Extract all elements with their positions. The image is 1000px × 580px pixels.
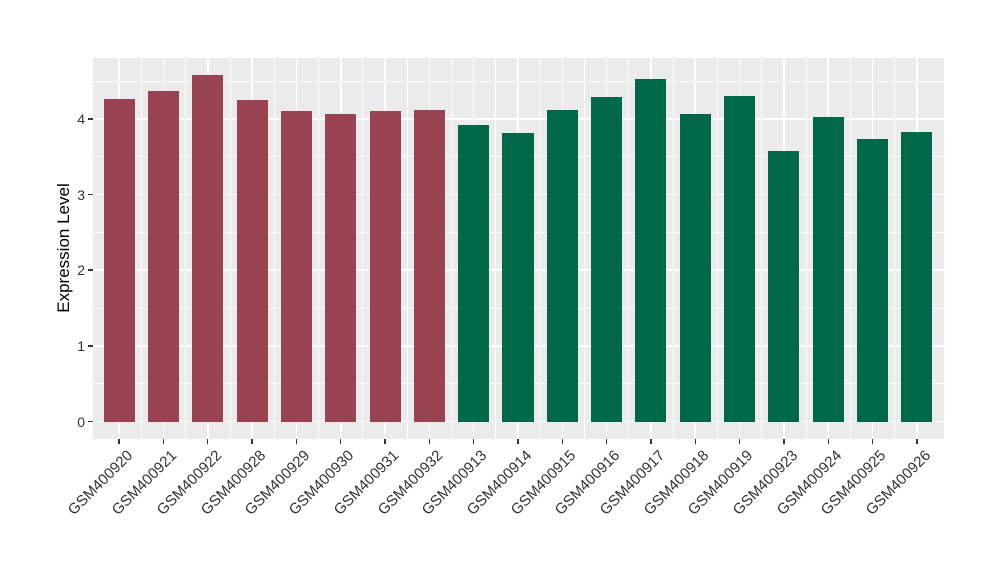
bar-GSM400914 (502, 133, 534, 422)
bar-GSM400913 (458, 124, 490, 422)
x-axis-tick (738, 439, 741, 444)
gridline-minor-x (495, 57, 497, 439)
bar-GSM400922 (192, 74, 224, 422)
x-axis-tick (206, 439, 209, 444)
gridline-minor-x (539, 57, 541, 439)
x-axis-tick (472, 439, 475, 444)
x-axis-tick (694, 439, 697, 444)
y-axis-tick (88, 420, 93, 423)
bar-GSM400920 (103, 99, 135, 422)
bar-GSM400921 (147, 90, 179, 422)
x-axis-tick (605, 439, 608, 444)
gridline-minor-x (850, 57, 851, 439)
gridline-minor-x (451, 57, 452, 439)
bar-GSM400918 (679, 113, 711, 422)
y-axis-tick-label: 3 (77, 186, 85, 203)
gridline-minor-x (406, 57, 408, 439)
x-axis-tick (384, 439, 386, 444)
gridline-minor-x (362, 57, 364, 439)
bar-GSM400917 (635, 79, 667, 422)
x-axis-tick (118, 439, 120, 444)
gridline-minor-x (229, 57, 231, 439)
y-axis-tick (88, 118, 93, 120)
gridline-minor-x (273, 57, 275, 439)
y-axis-tick (88, 345, 93, 347)
x-axis-tick (650, 439, 652, 444)
x-axis-tick (428, 439, 431, 444)
bar-GSM400926 (901, 131, 933, 422)
bar-GSM400928 (236, 99, 268, 422)
gridline-minor-x (672, 57, 674, 439)
y-axis-tick-label: 0 (77, 413, 85, 430)
y-axis-title: Expression Level (54, 183, 73, 313)
y-axis-tick (88, 269, 93, 271)
x-axis-tick (339, 439, 342, 444)
x-axis-tick (295, 439, 298, 444)
x-axis-tick (871, 439, 874, 444)
bar-GSM400930 (325, 113, 357, 422)
gridline-minor-x (628, 57, 630, 439)
gridline-minor-x (318, 57, 319, 439)
y-axis-tick-label: 1 (77, 337, 85, 354)
gridline-minor-x (140, 57, 142, 439)
x-axis-tick (517, 439, 519, 444)
bar-GSM400931 (369, 111, 401, 422)
bar-GSM400929 (280, 111, 312, 422)
gridline-minor-x (584, 57, 585, 439)
y-axis-tick-label: 4 (77, 110, 85, 127)
x-axis-tick (561, 439, 564, 444)
bar-GSM400919 (724, 96, 756, 422)
plot-panel (92, 57, 944, 439)
x-axis-tick (916, 439, 918, 444)
bar-GSM400925 (857, 139, 889, 422)
y-axis-tick-label: 2 (77, 262, 85, 279)
x-axis-tick (251, 439, 253, 444)
bar-GSM400924 (812, 117, 844, 422)
gridline-minor-x (185, 57, 186, 439)
gridline-minor-x (717, 57, 718, 439)
x-axis-tick (162, 439, 165, 444)
gridline-minor-x (761, 57, 763, 439)
y-axis-tick (88, 193, 93, 196)
x-axis-tick (783, 439, 785, 444)
gridline-minor-x (805, 57, 807, 439)
gridline-minor-x (894, 57, 896, 439)
bar-GSM400916 (591, 96, 623, 422)
bar-GSM400932 (413, 110, 445, 422)
bar-GSM400915 (546, 110, 578, 422)
bar-GSM400923 (768, 150, 800, 422)
x-axis-tick (827, 439, 829, 444)
